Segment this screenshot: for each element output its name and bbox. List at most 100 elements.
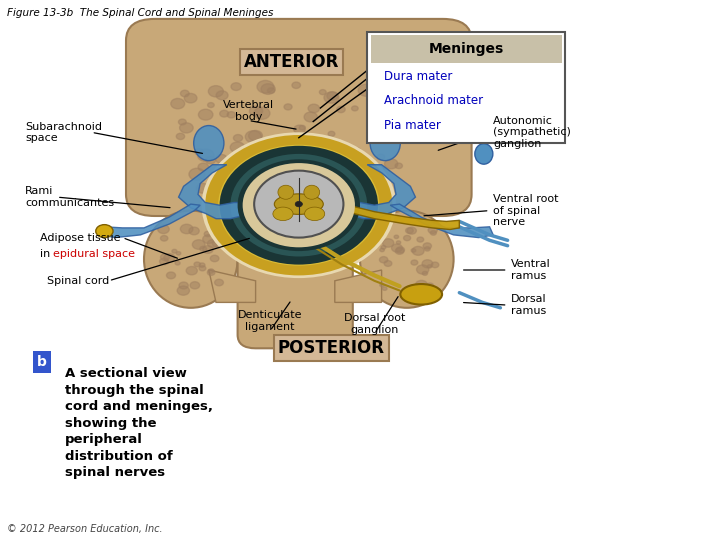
Circle shape: [428, 265, 432, 268]
Circle shape: [427, 283, 433, 288]
Circle shape: [394, 235, 399, 239]
Circle shape: [276, 156, 289, 165]
Circle shape: [184, 93, 197, 103]
Circle shape: [205, 135, 392, 275]
Circle shape: [341, 183, 359, 196]
Circle shape: [401, 82, 416, 93]
Circle shape: [228, 176, 243, 188]
Circle shape: [292, 82, 300, 89]
Circle shape: [264, 157, 279, 168]
Circle shape: [422, 271, 428, 275]
Circle shape: [244, 176, 258, 186]
Circle shape: [417, 237, 423, 242]
Circle shape: [374, 97, 379, 101]
Text: Figure 13-3b  The Spinal Cord and Spinal Meninges: Figure 13-3b The Spinal Cord and Spinal …: [7, 8, 274, 18]
Circle shape: [396, 247, 405, 253]
Text: Autonomic
(sympathetic)
ganglion: Autonomic (sympathetic) ganglion: [493, 116, 571, 149]
Ellipse shape: [370, 126, 400, 161]
Circle shape: [381, 246, 386, 249]
Circle shape: [179, 119, 186, 125]
Circle shape: [233, 134, 243, 141]
Circle shape: [411, 260, 418, 265]
Circle shape: [351, 106, 358, 111]
Circle shape: [387, 118, 402, 129]
Circle shape: [387, 103, 400, 112]
Circle shape: [392, 244, 402, 252]
FancyBboxPatch shape: [126, 19, 472, 216]
Circle shape: [180, 224, 193, 234]
Circle shape: [412, 246, 424, 255]
Ellipse shape: [273, 207, 293, 221]
Circle shape: [197, 149, 214, 161]
Circle shape: [414, 105, 422, 111]
Circle shape: [204, 231, 212, 237]
Circle shape: [423, 243, 431, 249]
Circle shape: [202, 132, 396, 278]
Circle shape: [192, 240, 205, 249]
Polygon shape: [209, 270, 256, 302]
Circle shape: [384, 159, 398, 169]
Circle shape: [395, 248, 404, 254]
Text: POSTERIOR: POSTERIOR: [278, 339, 384, 357]
Circle shape: [324, 92, 339, 103]
Text: Dorsal
ramus: Dorsal ramus: [511, 294, 546, 316]
Text: Ventral
ramus: Ventral ramus: [511, 259, 551, 281]
Polygon shape: [346, 165, 415, 219]
Text: Vertebral
body: Vertebral body: [222, 100, 274, 122]
Text: Pia mater: Pia mater: [384, 119, 441, 132]
Circle shape: [295, 201, 302, 207]
Circle shape: [348, 147, 361, 157]
Circle shape: [189, 227, 199, 235]
Circle shape: [327, 92, 338, 100]
Circle shape: [176, 252, 181, 255]
Circle shape: [210, 255, 219, 262]
Circle shape: [158, 225, 169, 233]
Text: Adipose tissue: Adipose tissue: [40, 233, 120, 242]
Circle shape: [379, 248, 384, 252]
Circle shape: [396, 241, 401, 244]
Circle shape: [243, 163, 355, 247]
Text: Rami
communicantes: Rami communicantes: [25, 186, 114, 208]
Ellipse shape: [305, 207, 325, 221]
Circle shape: [161, 235, 168, 241]
Circle shape: [378, 116, 390, 125]
Ellipse shape: [475, 144, 493, 164]
Circle shape: [308, 104, 320, 113]
Circle shape: [321, 188, 328, 193]
Circle shape: [405, 228, 413, 233]
Text: Spinal cord: Spinal cord: [47, 276, 109, 286]
Circle shape: [384, 261, 392, 266]
Circle shape: [207, 269, 215, 275]
Circle shape: [377, 154, 384, 160]
Circle shape: [177, 286, 189, 295]
Circle shape: [371, 127, 382, 136]
Circle shape: [228, 180, 237, 187]
Text: Arachnoid mater: Arachnoid mater: [384, 94, 483, 107]
Circle shape: [261, 84, 275, 94]
Circle shape: [207, 240, 217, 247]
Circle shape: [252, 173, 268, 186]
Circle shape: [407, 227, 416, 234]
Circle shape: [231, 83, 241, 91]
Circle shape: [422, 260, 433, 268]
Circle shape: [189, 168, 205, 180]
Text: epidural space: epidural space: [53, 249, 135, 259]
Circle shape: [220, 183, 229, 191]
Circle shape: [160, 258, 168, 265]
Circle shape: [335, 188, 343, 194]
Circle shape: [194, 262, 200, 267]
Circle shape: [172, 249, 177, 253]
Text: Denticulate
ligament: Denticulate ligament: [238, 310, 302, 332]
Circle shape: [208, 86, 223, 97]
Circle shape: [382, 287, 387, 291]
Circle shape: [240, 183, 253, 192]
Circle shape: [161, 254, 169, 260]
FancyBboxPatch shape: [371, 35, 562, 63]
Circle shape: [328, 131, 335, 137]
Circle shape: [190, 282, 199, 289]
Circle shape: [415, 280, 428, 289]
Circle shape: [212, 240, 222, 247]
Circle shape: [319, 172, 327, 178]
Ellipse shape: [278, 185, 294, 199]
Circle shape: [279, 174, 290, 183]
